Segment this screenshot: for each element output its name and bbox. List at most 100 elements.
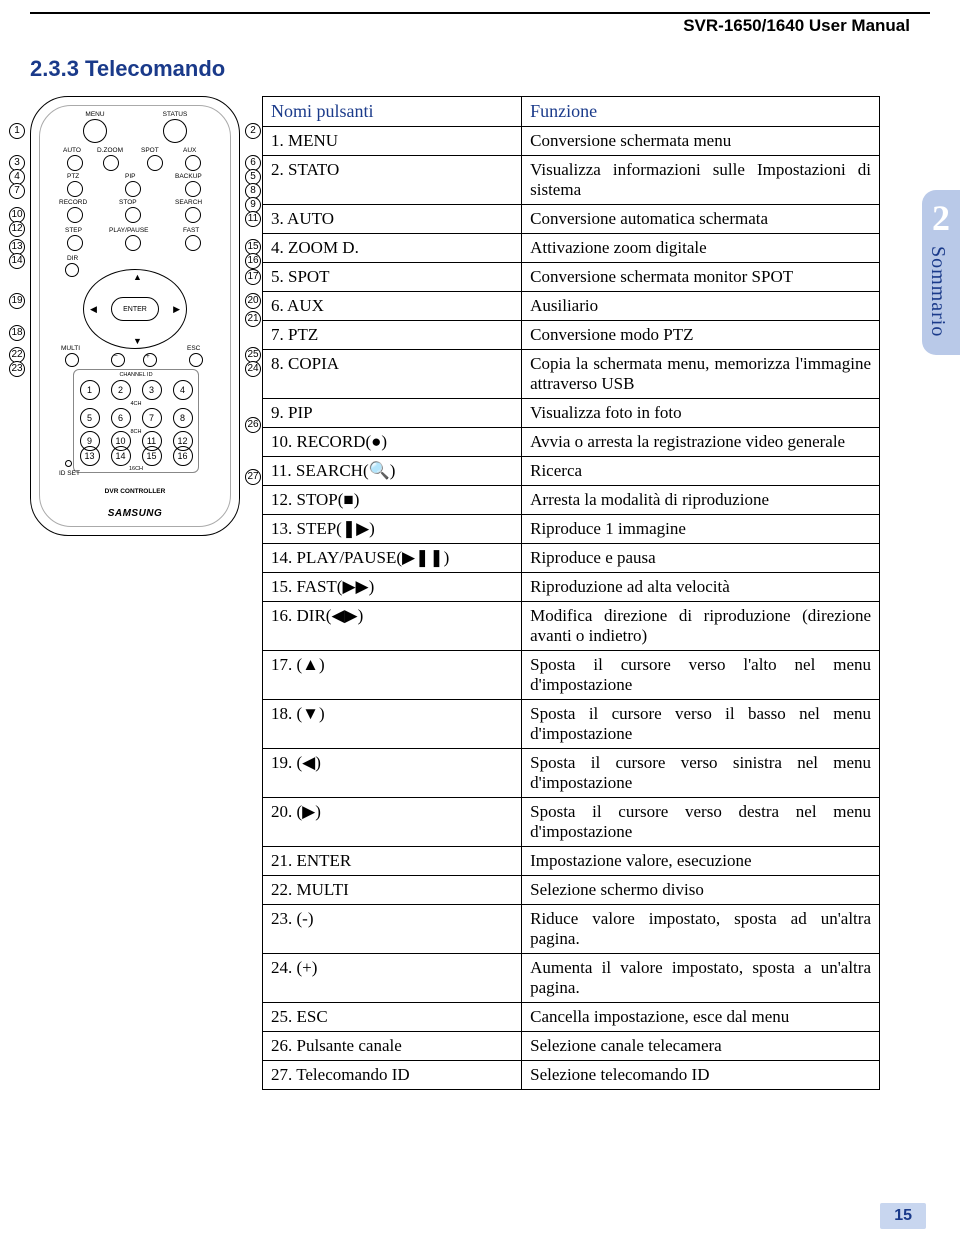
- callout-14: 14: [9, 253, 25, 269]
- label-dir: DIR: [67, 255, 78, 262]
- btn-stop: [125, 207, 141, 223]
- cell-name: 10. RECORD(●): [263, 428, 522, 457]
- table-header-row: Nomi pulsanti Funzione: [263, 97, 880, 127]
- cell-name: 3. AUTO: [263, 205, 522, 234]
- remote-column: MENU STATUS AUTO D.ZOOM SPOT AUX PTZ PIP…: [30, 96, 240, 536]
- table-row: 17. (▲)Sposta il cursore verso l'alto ne…: [263, 651, 880, 700]
- label-pip: PIP: [125, 173, 135, 180]
- cell-name: 16. DIR(◀▶): [263, 602, 522, 651]
- callout-12: 12: [9, 221, 25, 237]
- callout-17: 17: [245, 269, 261, 285]
- label-step: STEP: [65, 227, 82, 234]
- btn-fast: [185, 235, 201, 251]
- cell-func: Arresta la modalità di riproduzione: [522, 486, 880, 515]
- callout-1: 1: [9, 123, 25, 139]
- channel-keypad: CHANNEL ID 1 2 3 4 4CH 5 6 7 8 8CH 9 10 …: [73, 369, 199, 473]
- label-16ch: 16CH: [129, 466, 143, 472]
- label-spot: SPOT: [141, 147, 159, 154]
- cell-name: 22. MULTI: [263, 876, 522, 905]
- label-search: SEARCH: [175, 199, 202, 206]
- key-1: 1: [80, 380, 100, 400]
- dpad: ENTER ▲ ▼ ◀ ▶: [83, 269, 187, 349]
- callout-11: 11: [245, 211, 261, 227]
- label-playpause: PLAY/PAUSE: [109, 227, 149, 234]
- table-row: 10. RECORD(●)Avvia o arresta la registra…: [263, 428, 880, 457]
- table-row: 7. PTZConversione modo PTZ: [263, 321, 880, 350]
- cell-func: Avvia o arresta la registrazione video g…: [522, 428, 880, 457]
- btn-dir: [65, 263, 79, 277]
- table-row: 18. (▼)Sposta il cursore verso il basso …: [263, 700, 880, 749]
- table-row: 11. SEARCH(🔍)Ricerca: [263, 457, 880, 486]
- section-title: 2.3.3 Telecomando: [30, 56, 930, 82]
- callout-2: 2: [245, 123, 261, 139]
- cell-func: Cancella impostazione, esce dal menu: [522, 1003, 880, 1032]
- cell-name: 11. SEARCH(🔍): [263, 457, 522, 486]
- cell-func: Selezione schermo diviso: [522, 876, 880, 905]
- cell-func: Attivazione zoom digitale: [522, 234, 880, 263]
- key-5: 5: [80, 408, 100, 428]
- cell-name: 12. STOP(■): [263, 486, 522, 515]
- table-row: 24. (+)Aumenta il valore impostato, spos…: [263, 954, 880, 1003]
- cell-func: Riproduzione ad alta velocità: [522, 573, 880, 602]
- cell-func: Riproduce e pausa: [522, 544, 880, 573]
- arrow-down-icon: ▼: [133, 336, 142, 346]
- cell-func: Sposta il cursore verso il basso nel men…: [522, 700, 880, 749]
- cell-func: Conversione modo PTZ: [522, 321, 880, 350]
- callout-16: 16: [245, 253, 261, 269]
- cell-func: Sposta il cursore verso l'alto nel menu …: [522, 651, 880, 700]
- cell-func: Copia la schermata menu, memorizza l'imm…: [522, 350, 880, 399]
- cell-name: 1. MENU: [263, 127, 522, 156]
- label-ptz: PTZ: [67, 173, 79, 180]
- callout-18: 18: [9, 325, 25, 341]
- cell-name: 26. Pulsante canale: [263, 1032, 522, 1061]
- key-8: 8: [173, 408, 193, 428]
- function-table: Nomi pulsanti Funzione 1. MENUConversion…: [262, 96, 880, 1090]
- cell-name: 19. (◀): [263, 749, 522, 798]
- remote-diagram: MENU STATUS AUTO D.ZOOM SPOT AUX PTZ PIP…: [30, 96, 240, 536]
- header-rule: [30, 12, 930, 14]
- th-func: Funzione: [522, 97, 880, 127]
- cell-func: Aumenta il valore impostato, sposta a un…: [522, 954, 880, 1003]
- cell-func: Ausiliario: [522, 292, 880, 321]
- cell-func: Sposta il cursore verso sinistra nel men…: [522, 749, 880, 798]
- cell-name: 6. AUX: [263, 292, 522, 321]
- btn-ptz: [67, 181, 83, 197]
- label-stop: STOP: [119, 199, 137, 206]
- callout-24: 24: [245, 361, 261, 377]
- label-controller: DVR CONTROLLER: [105, 488, 166, 495]
- key-13: 13: [80, 446, 100, 466]
- cell-name: 27. Telecomando ID: [263, 1061, 522, 1090]
- btn-auto: [67, 155, 83, 171]
- table-row: 9. PIPVisualizza foto in foto: [263, 399, 880, 428]
- cell-name: 18. (▼): [263, 700, 522, 749]
- cell-func: Conversione automatica schermata: [522, 205, 880, 234]
- cell-func: Riduce valore impostato, sposta ad un'al…: [522, 905, 880, 954]
- table-row: 2. STATOVisualizza informazioni sulle Im…: [263, 156, 880, 205]
- table-row: 5. SPOTConversione schermata monitor SPO…: [263, 263, 880, 292]
- label-8ch: 8CH: [130, 429, 141, 435]
- label-menu: MENU: [75, 111, 115, 118]
- key-16: 16: [173, 446, 193, 466]
- label-esc: ESC: [187, 345, 200, 352]
- plus-icon: +: [146, 353, 150, 360]
- table-row: 13. STEP(❚▶)Riproduce 1 immagine: [263, 515, 880, 544]
- cell-func: Conversione schermata monitor SPOT: [522, 263, 880, 292]
- table-row: 23. (-)Riduce valore impostato, sposta a…: [263, 905, 880, 954]
- label-brand: SAMSUNG: [108, 508, 163, 519]
- btn-menu: [83, 119, 107, 143]
- label-status: STATUS: [155, 111, 195, 118]
- cell-name: 23. (-): [263, 905, 522, 954]
- manual-page: SVR-1650/1640 User Manual 2.3.3 Telecoma…: [0, 0, 960, 1249]
- cell-name: 8. COPIA: [263, 350, 522, 399]
- cell-name: 24. (+): [263, 954, 522, 1003]
- cell-func: Sposta il cursore verso destra nel menu …: [522, 798, 880, 847]
- cell-name: 9. PIP: [263, 399, 522, 428]
- callout-19: 19: [9, 293, 25, 309]
- callout-20: 20: [245, 293, 261, 309]
- callout-27: 27: [245, 469, 261, 485]
- key-15: 15: [142, 446, 162, 466]
- table-row: 14. PLAY/PAUSE(▶❚❚)Riproduce e pausa: [263, 544, 880, 573]
- th-name: Nomi pulsanti: [263, 97, 522, 127]
- table-row: 1. MENUConversione schermata menu: [263, 127, 880, 156]
- table-row: 27. Telecomando IDSelezione telecomando …: [263, 1061, 880, 1090]
